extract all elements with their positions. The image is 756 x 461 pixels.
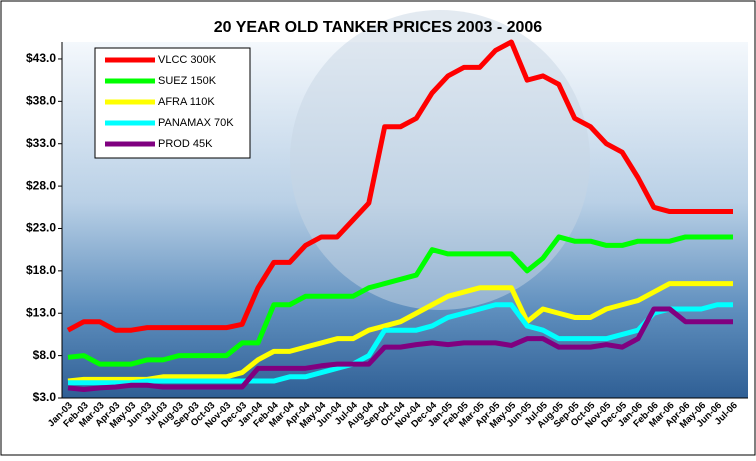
y-tick-label: $43.0 <box>26 51 56 65</box>
legend-label: PANAMAX 70K <box>158 117 234 129</box>
chart-title: 20 YEAR OLD TANKER PRICES 2003 - 2006 <box>214 19 543 36</box>
series-group <box>66 39 733 393</box>
y-tick-label: $33.0 <box>26 136 56 150</box>
legend-label: AFRA 110K <box>158 96 215 108</box>
series-line <box>66 39 733 333</box>
series-line <box>67 281 733 384</box>
legend-label: PROD 45K <box>158 138 213 150</box>
y-tick-label: $28.0 <box>26 178 56 192</box>
series-line <box>68 302 733 386</box>
y-tick-label: $13.0 <box>26 305 56 319</box>
y-tick-label: $8.0 <box>33 348 57 362</box>
legend-label: VLCC 300K <box>158 54 217 66</box>
legend-label: SUEZ 150K <box>158 75 217 87</box>
series-line <box>67 234 733 367</box>
y-tick-label: $3.0 <box>33 390 57 404</box>
background-emblem <box>290 10 590 310</box>
y-tick-label: $23.0 <box>26 221 56 235</box>
y-tick-label: $18.0 <box>26 263 56 277</box>
y-tick-label: $38.0 <box>26 94 56 108</box>
series-line <box>67 306 733 393</box>
